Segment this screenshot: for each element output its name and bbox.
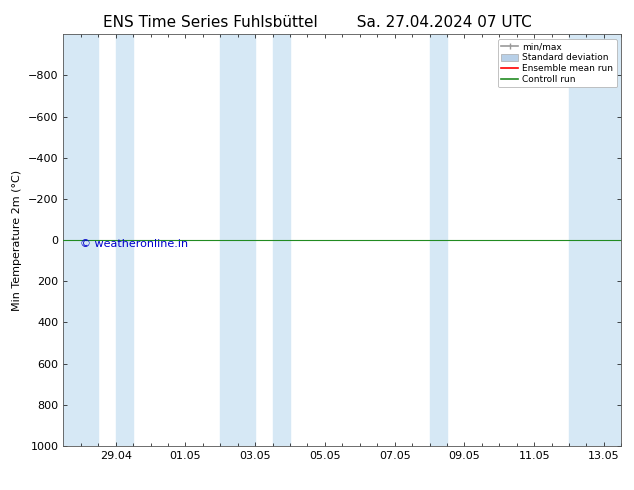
Bar bbox=[429, 34, 447, 446]
Bar bbox=[221, 34, 255, 446]
Legend: min/max, Standard deviation, Ensemble mean run, Controll run: min/max, Standard deviation, Ensemble me… bbox=[498, 39, 617, 87]
Bar bbox=[63, 34, 98, 446]
Text: ENS Time Series Fuhlsbüttel        Sa. 27.04.2024 07 UTC: ENS Time Series Fuhlsbüttel Sa. 27.04.20… bbox=[103, 15, 531, 30]
Bar bbox=[569, 34, 621, 446]
Bar bbox=[273, 34, 290, 446]
Bar bbox=[115, 34, 133, 446]
Text: © weatheronline.in: © weatheronline.in bbox=[80, 239, 188, 249]
Y-axis label: Min Temperature 2m (°C): Min Temperature 2m (°C) bbox=[13, 170, 22, 311]
